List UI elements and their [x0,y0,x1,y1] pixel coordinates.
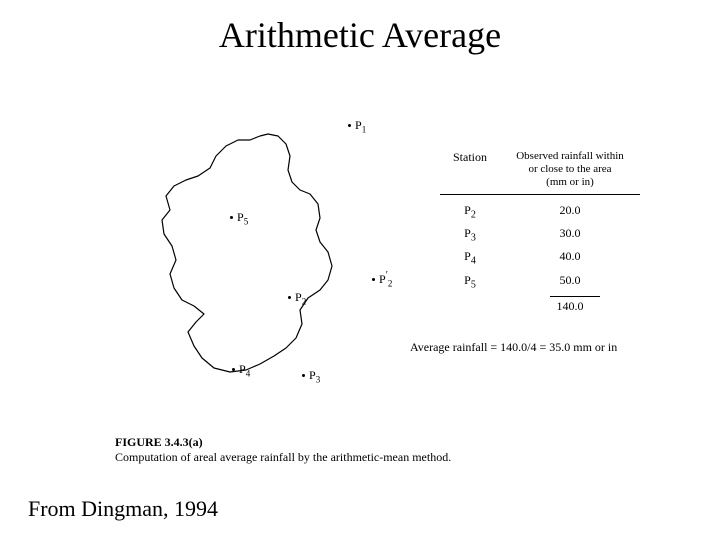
header-station: Station [440,150,500,190]
table-row: P220.0 [440,203,640,220]
total-row: 140.0 [440,299,640,314]
table-row: P440.0 [440,249,640,266]
slide: Arithmetic Average P1 P5 P2 P′2 P4 P3 Station… [0,0,720,540]
cell-value: 40.0 [500,249,640,266]
table-row: P330.0 [440,226,640,243]
figure-number: FIGURE 3.4.3(a) [115,435,451,451]
total-rule [550,296,600,297]
table-body: P220.0P330.0P440.0P550.0 [440,203,640,291]
average-rainfall-text: Average rainfall = 140.0/4 = 35.0 mm or … [410,340,640,355]
cell-value: 30.0 [500,226,640,243]
cell-station: P4 [440,249,500,266]
station-P2: P2 [288,290,306,306]
cell-value: 20.0 [500,203,640,220]
table-row: P550.0 [440,273,640,290]
cell-station: P3 [440,226,500,243]
station-P1: P1 [348,118,366,134]
station-P5: P5 [230,210,248,226]
header-value: Observed rainfall within or close to the… [500,150,640,190]
figure-caption-text: Computation of areal average rainfall by… [115,450,451,464]
cell-station: P2 [440,203,500,220]
figure-caption: FIGURE 3.4.3(a) Computation of areal ave… [115,435,451,466]
source-credit: From Dingman, 1994 [28,496,218,522]
cell-station: P5 [440,273,500,290]
table-header: Station Observed rainfall within or clos… [440,150,640,195]
figure-area: P1 P5 P2 P′2 P4 P3 Station Observed rainfall … [60,90,660,470]
station-P4: P4 [232,362,250,378]
cell-value: 50.0 [500,273,640,290]
station-P2p: P′2 [372,270,392,288]
station-P3: P3 [302,368,320,384]
slide-title: Arithmetic Average [0,14,720,56]
total-value: 140.0 [500,299,640,314]
station-markers: P1 P5 P2 P′2 P4 P3 [110,100,410,440]
rainfall-table: Station Observed rainfall within or clos… [440,150,640,314]
